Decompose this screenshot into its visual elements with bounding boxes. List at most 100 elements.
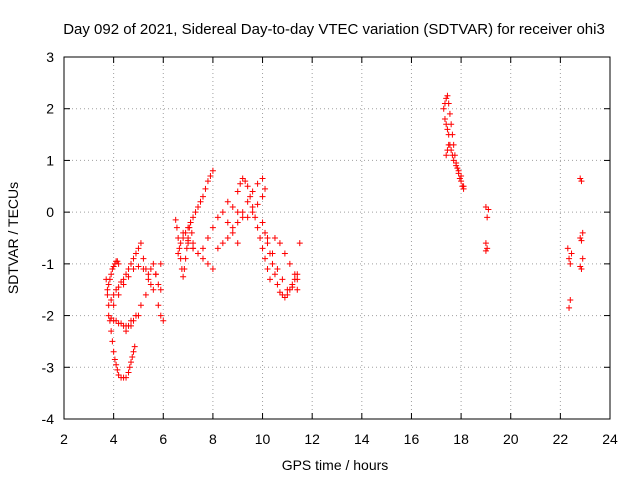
data-point [249,209,256,216]
data-point [444,126,451,133]
data-point [147,281,154,288]
data-point [157,260,164,267]
data-point [262,229,269,236]
data-point [183,245,190,252]
data-point [271,271,278,278]
data-point [120,281,127,288]
data-point [147,266,154,273]
data-point [157,286,164,293]
data-point [234,209,241,216]
data-point [132,250,139,257]
data-point [195,250,202,257]
x-tick-label: 12 [304,431,320,447]
data-point [266,276,273,283]
data-point [259,245,266,252]
data-point [195,203,202,210]
data-point [125,273,132,280]
data-point [577,235,584,241]
data-point [145,271,152,278]
data-point [234,240,241,247]
plot-frame [63,56,611,420]
data-point [137,302,144,309]
data-point [564,245,571,252]
data-point [566,255,573,262]
data-point [577,263,584,270]
data-point [219,240,226,247]
data-point [254,224,261,231]
data-point [131,343,138,350]
data-point [209,167,216,174]
data-point [209,224,216,231]
y-tick-label: 1 [46,152,54,168]
data-point [173,224,180,231]
y-tick-label: 3 [46,49,54,65]
data-point [129,353,136,360]
grid [64,57,610,419]
data-point [115,284,122,291]
data-point [484,245,491,252]
data-point [114,258,121,265]
data-point [175,250,182,257]
data-point [441,116,448,123]
y-tick-label: 0 [46,204,54,220]
data-point [443,95,450,102]
data-point [135,263,142,270]
data-point [113,361,120,368]
data-point [108,271,115,278]
data-point [247,193,254,200]
data-point [199,245,206,252]
data-point [445,100,452,107]
data-point [219,209,226,216]
data-point [187,219,194,226]
data-point [182,255,189,262]
data-point [264,240,271,247]
data-point [204,235,211,241]
data-point [104,291,111,298]
x-tick-label: 4 [110,431,118,447]
data-point [567,297,574,304]
data-point [126,364,133,371]
x-tick-label: 22 [553,431,569,447]
data-point [579,229,586,236]
data-point [190,214,197,221]
data-point [284,286,291,293]
data-point [110,348,117,355]
data-point [177,240,184,247]
x-tick-label: 6 [159,431,167,447]
data-point [249,203,256,210]
data-point [445,131,452,138]
data-point [254,201,261,208]
data-points [103,92,586,381]
data-point [224,219,231,226]
data-point [269,250,276,257]
data-point [108,328,115,335]
x-tick-label: 16 [404,431,420,447]
data-point [579,255,586,262]
data-point [106,276,113,283]
chart-title: Day 092 of 2021, Sidereal Day-to-day VTE… [63,21,605,38]
x-tick-label: 20 [503,431,519,447]
data-point [259,219,266,226]
data-point [105,281,112,288]
data-point [577,175,584,182]
data-point [188,229,195,236]
y-tick-label: -2 [42,308,55,324]
data-point [150,286,157,293]
data-point [130,317,137,324]
data-point [244,198,251,205]
y-tick-label: -1 [42,256,55,272]
data-point [160,317,167,324]
x-axis-label: GPS time / hours [282,457,389,473]
data-point [181,266,188,273]
data-point [229,203,236,210]
data-point [123,374,130,381]
data-point [110,263,117,270]
data-point [214,214,221,221]
x-tick-label: 8 [209,431,217,447]
data-point [130,266,137,273]
data-point [128,260,135,267]
x-tick-label: 10 [255,431,271,447]
data-point [152,271,159,278]
data-point [484,214,491,221]
